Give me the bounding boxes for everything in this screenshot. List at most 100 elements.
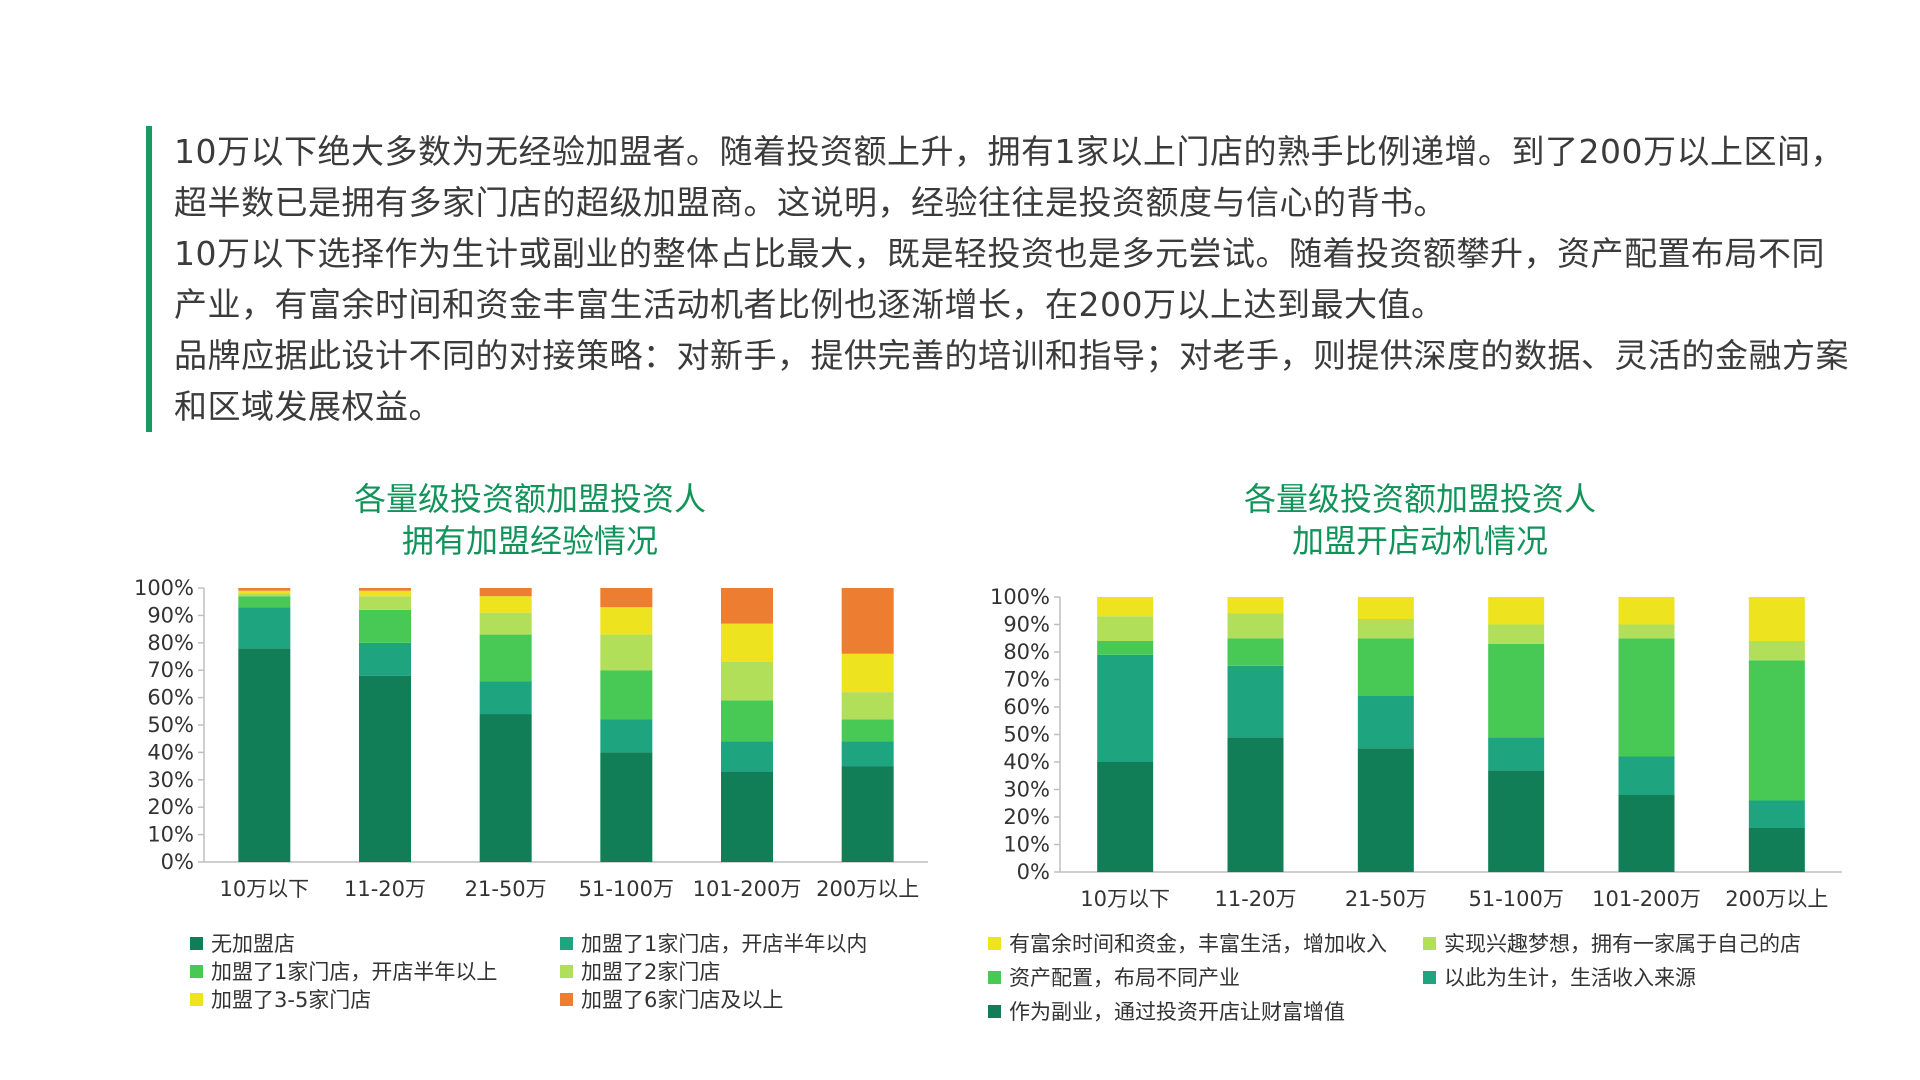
bar-segment [841,741,894,767]
x-tick-label: 10万以下 [219,877,309,901]
bar-segment [1227,613,1284,639]
legend-swatch [1423,970,1436,984]
bar-segment [1488,643,1545,738]
legend-item: 加盟了6家门店及以上 [560,984,783,1014]
legend-item: 无加盟店 [190,928,295,958]
intro-text-block: 10万以下绝大多数为无经验加盟者。随着投资额上升，拥有1家以上门店的熟手比例递增… [146,126,1854,432]
x-tick-label: 11-20万 [344,877,426,901]
chart-experience: 各量级投资额加盟投资人 拥有加盟经验情况 0% 10% 20% 30% 40% 50% 60… [110,470,950,1030]
bar-segment [238,590,291,594]
bar-segment [1227,665,1284,738]
bar-segment [479,681,532,715]
y-tick-label: 90% [147,603,194,627]
bar-segment [359,642,411,676]
bar-segment [1227,737,1284,872]
bar-segment [238,648,291,862]
bar-segment [721,771,773,862]
y-tick-label: 70% [147,658,194,682]
y-tick-label: 60% [147,686,194,710]
y-tick-label: 100% [134,576,194,600]
bar-segment [1227,638,1284,666]
bar-segment [1618,597,1675,625]
bar-segment [1357,696,1414,749]
legend-item: 加盟了2家门店 [560,956,720,986]
y-tick-label: 50% [147,713,194,737]
bar-segment [1488,597,1545,625]
legend-label: 加盟了1家门店，开店半年以上 [211,960,498,984]
chart-plot: 0% 10% 20% 30% 40% 50% 60% 70% 80% 90% 100% 10万以下 11… [990,585,1842,911]
bar-segment [1618,795,1675,872]
bar-segment [1097,597,1154,617]
y-tick-label: 50% [1003,723,1050,747]
legend-swatch [560,936,573,950]
y-tick-label: 30% [1003,778,1050,802]
bar-segment [841,719,894,742]
x-tick-label: 200万以上 [1725,887,1828,911]
bar-segment [1097,616,1154,641]
bar-segment [600,607,653,635]
bar-segment [238,588,291,591]
legend-label: 实现兴趣梦想，拥有一家属于自己的店 [1444,932,1801,956]
bar-segment [1618,624,1675,639]
legend-swatch [988,970,1001,984]
y-tick-label: 0% [161,850,194,874]
bar-segment [479,596,532,613]
bar-segment [1748,800,1805,828]
bar-segment [721,700,773,742]
bar-segment [1357,619,1414,639]
chart-subtitle: 拥有加盟经验情况 [401,522,658,560]
bar-segment [1488,624,1545,644]
chart-plot: 0% 10% 20% 30% 40% 50% 60% 70% 80% 90% 100% 10万以下 11… [134,576,928,901]
y-tick-label: 20% [147,795,194,819]
bar-segment [479,634,532,682]
bar-segment [841,766,894,862]
bar-segment [1488,737,1545,771]
legend-swatch [560,964,573,978]
y-tick-label: 0% [1017,860,1050,884]
y-tick-label: 40% [1003,750,1050,774]
x-tick-label: 10万以下 [1080,887,1170,911]
chart-legend: 有富余时间和资金，丰富生活，增加收入 实现兴趣梦想，拥有一家属于自己的店 资产配置，… [988,928,1858,1058]
bar-segment [1097,654,1154,762]
bar-segment [359,609,411,643]
chart-legend: 无加盟店 加盟了1家门店，开店半年以内加盟了1家门店，开店半年以上 加盟了2家门店加… [190,928,950,1028]
x-tick-label: 21-50万 [465,877,547,901]
y-tick-label: 100% [990,585,1050,609]
legend-label: 加盟了6家门店及以上 [581,988,784,1012]
x-tick-label: 101-200万 [1592,887,1701,911]
y-tick-label: 40% [147,740,194,764]
bar-segment [721,741,773,772]
bar-segment [238,607,291,649]
x-tick-label: 11-20万 [1214,887,1296,911]
bar-segment [1488,770,1545,872]
y-tick-label: 90% [1003,613,1050,637]
legend-swatch [988,936,1001,950]
legend-swatch [190,936,203,950]
bar-segment [600,719,653,753]
x-tick-label: 101-200万 [693,877,802,901]
bar-segment [1618,638,1675,757]
bar-segment [1097,641,1154,655]
bar-segment [1618,756,1675,795]
bar-segment [841,692,894,720]
legend-item: 加盟了1家门店，开店半年以上 [190,956,497,986]
bar-segment [841,588,894,654]
x-tick-label: 21-50万 [1345,887,1427,911]
legend-label: 无加盟店 [211,932,295,956]
paragraph-3: 品牌应据此设计不同的对接策略：对新手，提供完善的培训和指导；对老手，则提供深度的… [174,336,1849,426]
legend-item: 加盟了1家门店，开店半年以内 [560,928,867,958]
bar-segment [359,596,411,610]
legend-label: 资产配置，布局不同产业 [1009,966,1240,990]
bar-segment [359,675,411,862]
legend-swatch [1423,936,1436,950]
chart-motivation: 各量级投资额加盟投资人 加盟开店动机情况 0% 10% 20% 30% 40% 50% 60… [980,470,1860,1060]
legend-swatch [190,992,203,1006]
bar-segment [479,588,532,597]
x-tick-label: 51-100万 [579,877,674,901]
bar-segment [1748,597,1805,641]
bar-segment [1748,660,1805,801]
bar-segment [238,596,291,608]
bar-segment [359,590,411,597]
legend-item: 以此为生计，生活收入来源 [1423,962,1696,992]
y-tick-label: 60% [1003,695,1050,719]
